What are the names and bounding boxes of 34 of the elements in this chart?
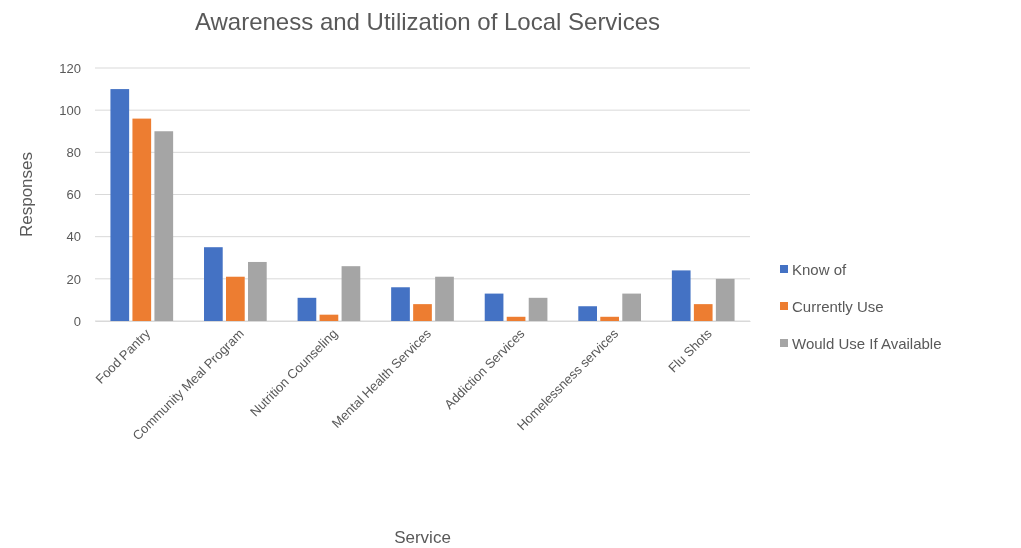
bar (226, 276, 245, 321)
bar (297, 297, 317, 321)
bar (154, 131, 174, 321)
bar (600, 316, 619, 321)
y-axis-title: Responses (17, 151, 36, 238)
bar (413, 304, 432, 321)
y-tick-label: 80 (66, 144, 81, 160)
y-tick-label: 60 (66, 187, 81, 203)
bar (578, 306, 597, 321)
bar (110, 89, 130, 321)
bar (248, 261, 267, 321)
bar (528, 297, 548, 321)
bar (622, 293, 641, 321)
bar (715, 278, 735, 321)
bar (693, 304, 713, 321)
legend-label: Would Use If Available (792, 335, 942, 353)
y-tick-label: 0 (73, 313, 81, 329)
x-axis-title: Service (394, 528, 451, 547)
legend-label: Currently Use (792, 298, 884, 316)
bar (204, 247, 223, 321)
chart-title: Awareness and Utilization of Local Services (194, 8, 661, 35)
bar (506, 316, 526, 321)
bar (132, 118, 152, 321)
y-tick-label: 20 (66, 271, 81, 287)
y-tick-label: 40 (66, 229, 81, 245)
y-tick-label: 120 (59, 60, 81, 76)
bar (319, 314, 339, 321)
legend-label: Know of (792, 261, 848, 279)
bar (484, 293, 504, 321)
y-tick-label: 100 (59, 102, 81, 118)
bar (391, 287, 410, 321)
bar (435, 276, 454, 321)
bar (341, 266, 361, 321)
bar (671, 270, 691, 321)
